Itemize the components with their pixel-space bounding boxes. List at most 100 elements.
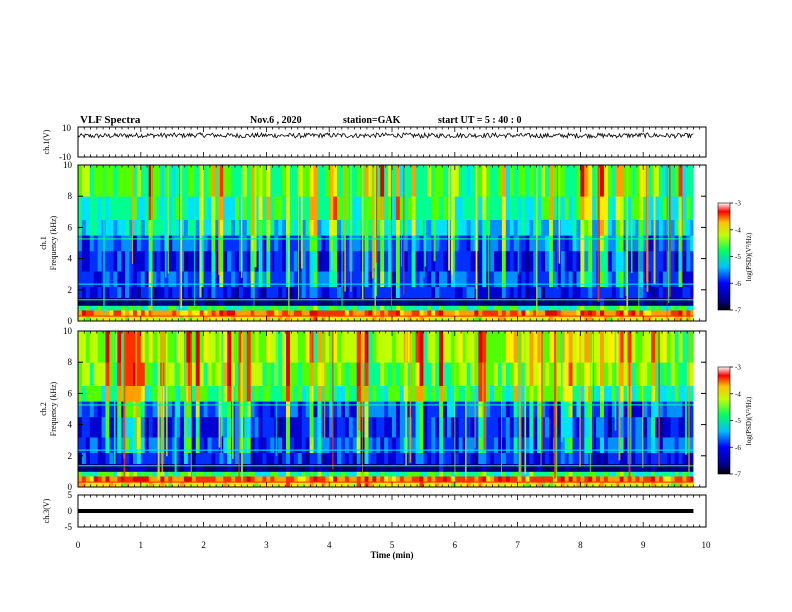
spectrogram-cell: [242, 452, 248, 464]
spectrogram-streak: [681, 165, 683, 283]
spectrogram-cell: [615, 305, 621, 311]
spectrogram-cell: [615, 362, 621, 386]
spectrogram-cell: [278, 250, 283, 272]
spectrogram-cell: [148, 331, 153, 363]
spectrogram-cell: [89, 235, 95, 252]
spectrogram-cell: [431, 250, 436, 272]
spectrogram-cell: [176, 385, 181, 402]
spectrogram-cell: [313, 286, 318, 298]
spectrogram-cell: [501, 286, 507, 298]
spectrogram-cell: [344, 286, 350, 298]
spectrogram-cell: [490, 196, 495, 220]
spectrogram-cell: [505, 476, 511, 482]
spectrogram-cell: [478, 452, 483, 464]
spectrogram-cell: [450, 416, 456, 438]
spectrogram-cell: [305, 416, 310, 438]
spectrogram-cell: [466, 297, 471, 306]
spectrogram-cell: [235, 250, 240, 272]
spectrogram-cell: [486, 463, 491, 472]
spectrogram-cell: [207, 297, 212, 306]
spectrogram-cell: [250, 315, 256, 321]
spectrogram-cell: [611, 219, 617, 236]
spectrogram-streak: [536, 165, 538, 321]
spectrogram-cell: [478, 416, 483, 438]
spectrogram-cell: [266, 315, 271, 321]
spectrogram-cell: [623, 481, 628, 487]
spectrogram-cell: [631, 463, 636, 472]
spectrogram-cell: [564, 452, 570, 464]
spectrogram-cell: [262, 331, 267, 363]
spectrogram-cell: [454, 310, 460, 316]
spectrogram-cell: [333, 305, 338, 311]
spectrogram-cell: [682, 305, 687, 311]
ytick-label: 10: [63, 326, 73, 336]
spectrogram-cell: [329, 471, 334, 477]
spectrogram-cell: [191, 463, 197, 472]
spectrogram-cell: [227, 250, 232, 272]
spectrogram-cell: [549, 219, 554, 236]
spectrogram-cell: [344, 271, 350, 288]
spectrogram-cell: [231, 297, 236, 306]
spectrogram-cell: [168, 305, 173, 311]
spectrogram-streak: [240, 165, 243, 278]
spectrogram-cell: [144, 385, 150, 402]
spectrogram-cell: [470, 271, 475, 288]
spectrogram-cell: [187, 362, 193, 386]
spectrogram-cell: [199, 401, 205, 418]
ch2-spectrogram-channel-label: ch.2: [39, 402, 48, 416]
spectrogram-cell: [494, 463, 499, 472]
ch2-colorbar-ticks: -3-4-5-6-7: [730, 364, 741, 479]
spectrogram-cell: [109, 286, 114, 298]
spectrogram-cell: [521, 385, 526, 402]
spectrogram-cell: [97, 165, 102, 197]
spectrogram-cell: [486, 437, 491, 454]
spectrogram-streak: [658, 331, 660, 467]
spectrogram-cell: [246, 362, 252, 386]
spectrogram-cell: [187, 463, 193, 472]
spectrogram-cell: [643, 305, 648, 311]
spectrogram-cell: [211, 286, 216, 298]
spectrogram-cell: [309, 165, 314, 197]
spectrogram-cell: [541, 481, 546, 487]
spectrogram-cell: [266, 271, 271, 288]
spectrogram-streak: [557, 165, 558, 290]
spectrogram-cell: [395, 416, 401, 438]
spectrogram-cell: [180, 452, 185, 464]
spectrogram-cell: [415, 452, 420, 464]
spectrogram-cell: [282, 416, 287, 438]
spectrogram-streak: [166, 331, 168, 457]
spectrogram-cell: [533, 305, 538, 311]
spectrogram-cell: [199, 331, 205, 363]
spectrogram-cell: [423, 416, 428, 438]
spectrogram-cell: [207, 331, 212, 363]
spectrogram-cell: [344, 481, 350, 487]
spectrogram-cell: [674, 471, 679, 477]
spectrogram-cell: [333, 235, 338, 252]
spectrogram-cell: [329, 286, 334, 298]
spectrogram-cell: [521, 331, 526, 363]
spectrogram-cell: [380, 362, 385, 386]
spectrogram-cell: [454, 271, 460, 288]
spectrogram-cell: [651, 416, 656, 438]
spectrogram-cell: [305, 471, 310, 477]
spectrogram-cell: [250, 297, 256, 306]
spectrogram-cell: [113, 271, 118, 288]
spectrogram-cell: [647, 271, 652, 288]
spectrogram-cell: [313, 331, 318, 363]
spectrogram-cell: [301, 196, 307, 220]
spectrogram-cell: [654, 476, 660, 482]
spectrogram-cell: [136, 219, 142, 236]
spectrogram-cell: [670, 401, 675, 418]
spectrogram-cell: [78, 271, 83, 288]
spectrogram-cell: [509, 219, 515, 236]
spectrogram-cell: [309, 305, 314, 311]
spectrogram-cell: [435, 452, 440, 464]
spectrogram-cell: [647, 401, 652, 418]
spectrogram-cell: [635, 385, 640, 402]
spectrogram-cell: [592, 437, 597, 454]
spectrogram-cell: [270, 385, 275, 402]
spectrogram-cell: [521, 452, 526, 464]
spectrogram-cell: [372, 315, 377, 321]
spectrogram-cell: [470, 331, 475, 363]
spectrogram-cell: [235, 297, 240, 306]
